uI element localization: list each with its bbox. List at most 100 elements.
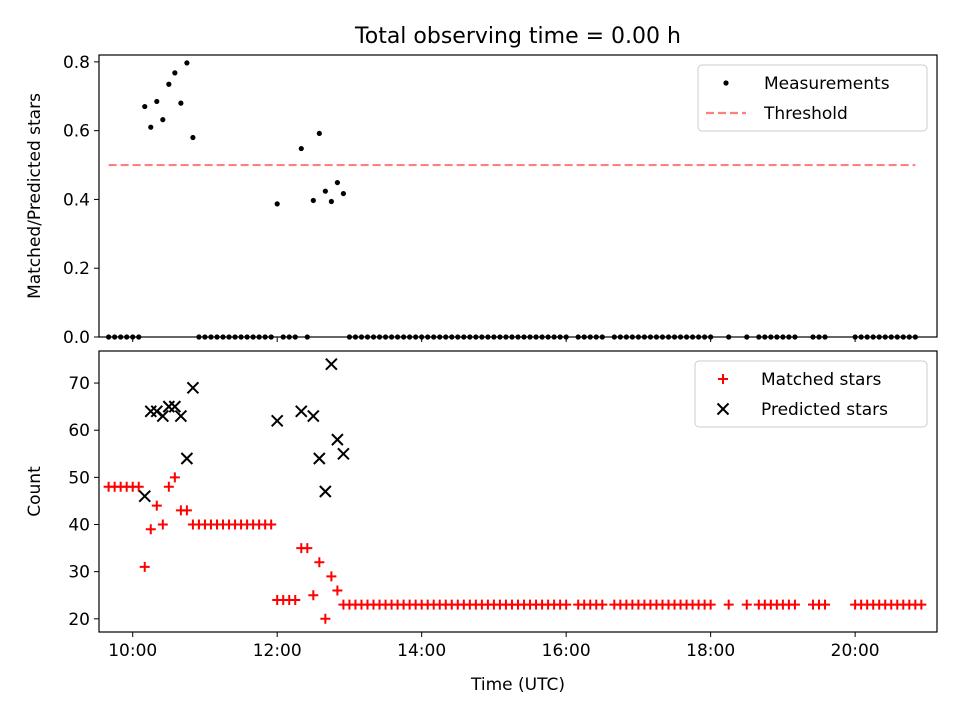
matched-marker — [139, 561, 150, 572]
y-tick-label: 70 — [68, 374, 90, 394]
data-point — [527, 334, 533, 340]
matched-marker — [326, 571, 337, 582]
data-point — [533, 334, 539, 340]
data-point — [726, 334, 732, 340]
y-axis-label: Matched/Predicted stars — [25, 93, 45, 299]
data-point — [232, 334, 238, 340]
data-point — [780, 334, 786, 340]
chart-title: Total observing time = 0.00 h — [354, 24, 681, 49]
data-point — [196, 334, 202, 340]
y-axis-label: Count — [25, 466, 45, 517]
data-point — [563, 334, 569, 340]
data-point — [292, 334, 298, 340]
predicted-marker — [180, 452, 194, 465]
legend-label: Threshold — [763, 104, 848, 124]
data-point — [876, 334, 882, 340]
data-point — [629, 334, 635, 340]
data-point — [130, 334, 136, 340]
data-point — [599, 334, 605, 340]
matched-marker — [705, 599, 716, 610]
data-point — [497, 334, 503, 340]
data-point — [653, 334, 660, 340]
x-tick-label: 20:00 — [831, 641, 880, 661]
matched-marker — [597, 599, 608, 610]
data-point — [545, 334, 551, 340]
data-point — [202, 334, 208, 340]
data-point — [124, 334, 130, 340]
data-point — [455, 334, 461, 340]
data-point — [382, 334, 389, 340]
data-point — [166, 81, 172, 87]
matched-marker — [163, 481, 174, 492]
predicted-marker — [162, 400, 176, 413]
data-point — [774, 334, 780, 340]
data-point — [744, 334, 750, 340]
legend-label: Matched stars — [761, 370, 881, 390]
data-point — [388, 334, 395, 340]
data-point — [762, 334, 768, 340]
matched-marker — [320, 613, 331, 624]
data-point — [485, 334, 491, 340]
data-point — [515, 334, 521, 340]
data-point — [702, 334, 708, 340]
data-point — [900, 334, 906, 340]
data-point — [274, 201, 280, 207]
data-point — [756, 334, 762, 340]
matched-marker — [169, 472, 180, 483]
data-point — [304, 334, 310, 340]
data-point — [689, 334, 696, 340]
data-point — [659, 334, 666, 340]
x-tick-label: 16:00 — [542, 641, 591, 661]
data-point — [431, 334, 437, 340]
data-point — [611, 334, 617, 340]
predicted-marker — [138, 490, 151, 503]
data-point — [858, 334, 864, 340]
data-point — [118, 334, 124, 340]
data-point — [190, 134, 196, 141]
data-point — [376, 334, 383, 340]
data-point — [370, 334, 377, 340]
axes-frame — [98, 350, 938, 633]
data-point — [160, 117, 166, 123]
matched-marker — [302, 543, 313, 554]
data-point — [888, 334, 894, 340]
data-point — [178, 100, 184, 106]
data-point — [316, 130, 322, 137]
predicted-marker — [319, 485, 332, 498]
data-point — [226, 334, 232, 340]
data-point — [792, 334, 798, 340]
matched-marker — [820, 599, 831, 610]
y-tick-label: 50 — [68, 468, 90, 488]
data-point — [671, 334, 678, 340]
data-point — [142, 103, 148, 110]
predicted-marker — [307, 409, 320, 423]
x-axis-label: Time (UTC) — [470, 675, 565, 695]
legend-box — [694, 360, 928, 428]
data-point — [364, 334, 371, 340]
data-point — [623, 334, 629, 340]
data-point — [136, 334, 142, 340]
data-point — [810, 334, 816, 340]
data-point — [768, 334, 774, 340]
predicted-marker — [270, 414, 284, 427]
data-point — [256, 334, 262, 340]
data-point — [340, 190, 347, 197]
data-point — [467, 334, 473, 340]
predicted-marker — [295, 405, 308, 418]
y-tick-label: 60 — [68, 421, 90, 441]
predicted-marker — [331, 433, 344, 446]
matched-marker — [314, 557, 325, 568]
data-point — [407, 334, 413, 340]
data-point — [154, 98, 160, 105]
data-point — [581, 334, 587, 340]
legend-label: Predicted stars — [761, 400, 888, 420]
y-tick-label: 0.6 — [63, 122, 90, 142]
data-point — [286, 334, 292, 340]
predicted-marker — [144, 405, 157, 418]
matched-marker — [151, 500, 162, 511]
data-point — [473, 334, 479, 340]
y-tick-label: 0.4 — [63, 190, 90, 210]
data-point — [461, 334, 467, 340]
x-tick-label: 14:00 — [397, 641, 446, 661]
